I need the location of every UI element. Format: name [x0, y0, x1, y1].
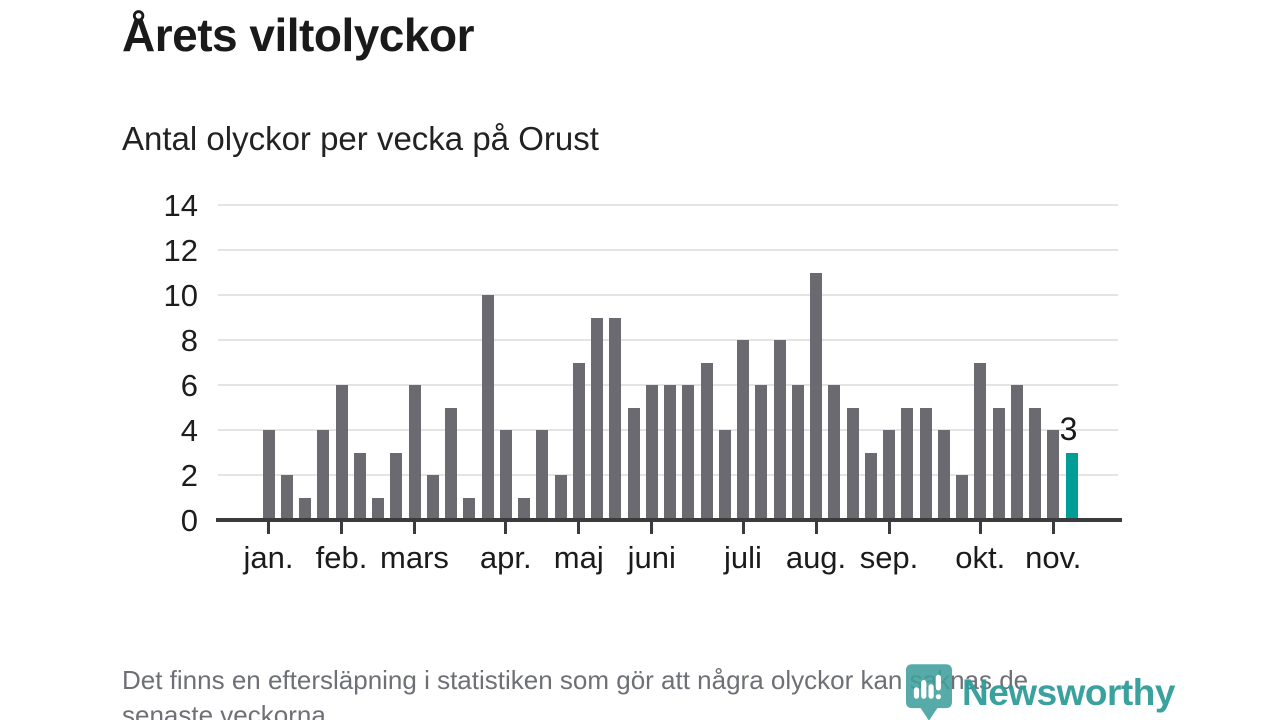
- current-week-value-label: 3: [1059, 410, 1078, 447]
- bar-week-19: [591, 317, 603, 520]
- bar-week-44: [1047, 430, 1060, 520]
- bar-week-36: [901, 407, 914, 520]
- y-axis-tick-label: 0: [180, 503, 198, 538]
- bar-week-24: [682, 385, 695, 520]
- x-axis-month-label: aug.: [785, 540, 847, 575]
- bar-week-4: [317, 430, 330, 520]
- bar-week-25: [700, 362, 713, 520]
- bar-week-29: [773, 340, 786, 520]
- bar-week-8: [390, 452, 403, 520]
- chart-footnote: Det finns en eftersläpning i statistiken…: [122, 663, 1028, 720]
- bar-week-37: [919, 407, 932, 520]
- bar-week-9: [408, 385, 421, 520]
- bar-week-6: [353, 452, 366, 520]
- x-axis-tick-okt: [978, 522, 982, 534]
- bar-week-34: [864, 452, 877, 520]
- bar-week-21: [627, 407, 640, 520]
- x-axis-tick-mars: [413, 522, 416, 534]
- y-axis-tick-label: 12: [163, 233, 198, 268]
- bar-week-23: [664, 385, 676, 520]
- y-axis-tick-label: 10: [163, 278, 198, 313]
- bar-week-10: [426, 475, 439, 520]
- bar-week-13: [481, 295, 494, 520]
- gridline-y-8: [218, 339, 1118, 341]
- newsworthy-pin-barchart-icon: [906, 664, 952, 720]
- chart-subtitle: Antal olyckor per vecka på Orust: [122, 120, 599, 157]
- bar-week-43: [1029, 407, 1041, 520]
- y-axis-tick-label: 4: [180, 413, 198, 448]
- x-axis-month-label: mars: [380, 540, 449, 575]
- x-axis-month-label: feb.: [315, 540, 368, 575]
- bar-week-42: [1010, 385, 1023, 520]
- footnote-line-2: senaste veckorna.: [122, 700, 334, 720]
- bar-week-15: [518, 497, 530, 520]
- bar-week-3: [299, 497, 311, 520]
- x-axis-tick-sep: [887, 522, 891, 534]
- x-axis-month-label: juli: [724, 540, 762, 575]
- bar-week-41: [992, 407, 1005, 520]
- bar-week-26: [718, 430, 731, 520]
- bar-week-current: [1065, 452, 1078, 520]
- bar-week-27: [737, 340, 749, 520]
- bar-week-18: [572, 362, 585, 520]
- x-axis-tick-maj: [577, 522, 581, 534]
- bar-week-33: [846, 407, 859, 520]
- gridline-y-12: [218, 249, 1118, 251]
- bar-week-38: [937, 430, 950, 520]
- x-axis-tick-aug: [814, 522, 818, 534]
- gridline-y-14: [218, 204, 1118, 206]
- bar-week-28: [755, 385, 768, 520]
- newsworthy-wordmark: Newsworthy: [962, 671, 1175, 713]
- x-axis-month-label: okt.: [955, 540, 1006, 575]
- x-axis-tick-feb: [340, 522, 343, 534]
- bar-week-39: [956, 475, 968, 520]
- bar-week-14: [499, 430, 512, 520]
- bar-week-35: [883, 430, 895, 520]
- bar-week-2: [280, 475, 293, 520]
- x-axis-tick-juli: [741, 522, 745, 534]
- x-axis-month-label: nov.: [1025, 540, 1082, 575]
- x-axis-tick-apr: [504, 522, 508, 534]
- y-axis-tick-label: 8: [180, 323, 198, 358]
- bar-week-17: [554, 475, 567, 520]
- newsworthy-logo: Newsworthy: [906, 664, 1175, 720]
- bar-week-30: [791, 385, 804, 520]
- page-title: Årets viltolyckor: [122, 9, 474, 61]
- bar-week-12: [463, 497, 476, 520]
- x-axis-month-label: apr.: [479, 540, 532, 575]
- x-axis-month-label: maj: [553, 540, 604, 575]
- y-axis-tick-label: 14: [163, 188, 198, 223]
- x-axis-month-label: jan.: [243, 540, 294, 575]
- y-axis-tick-label: 2: [180, 458, 198, 493]
- x-axis-tick-juni: [650, 522, 654, 534]
- gridline-y-10: [218, 294, 1118, 296]
- bar-week-32: [828, 385, 841, 520]
- x-axis-line: [216, 518, 1122, 522]
- bar-week-11: [445, 407, 457, 520]
- bar-week-7: [372, 497, 384, 520]
- y-axis-tick-label: 6: [180, 368, 198, 403]
- x-axis-month-label: juni: [627, 540, 676, 575]
- bar-week-40: [974, 362, 987, 520]
- bar-week-31: [810, 272, 822, 520]
- bar-week-1: [262, 430, 275, 520]
- x-axis-month-label: sep.: [859, 540, 919, 575]
- footnote-line-1: Det finns en eftersläpning i statistiken…: [122, 665, 1029, 695]
- bar-week-22: [645, 385, 658, 520]
- x-axis-tick-jan: [267, 522, 270, 534]
- bar-week-20: [609, 317, 622, 520]
- bar-week-5: [335, 385, 348, 520]
- bar-week-16: [536, 430, 549, 520]
- x-axis-tick-nov: [1051, 522, 1055, 534]
